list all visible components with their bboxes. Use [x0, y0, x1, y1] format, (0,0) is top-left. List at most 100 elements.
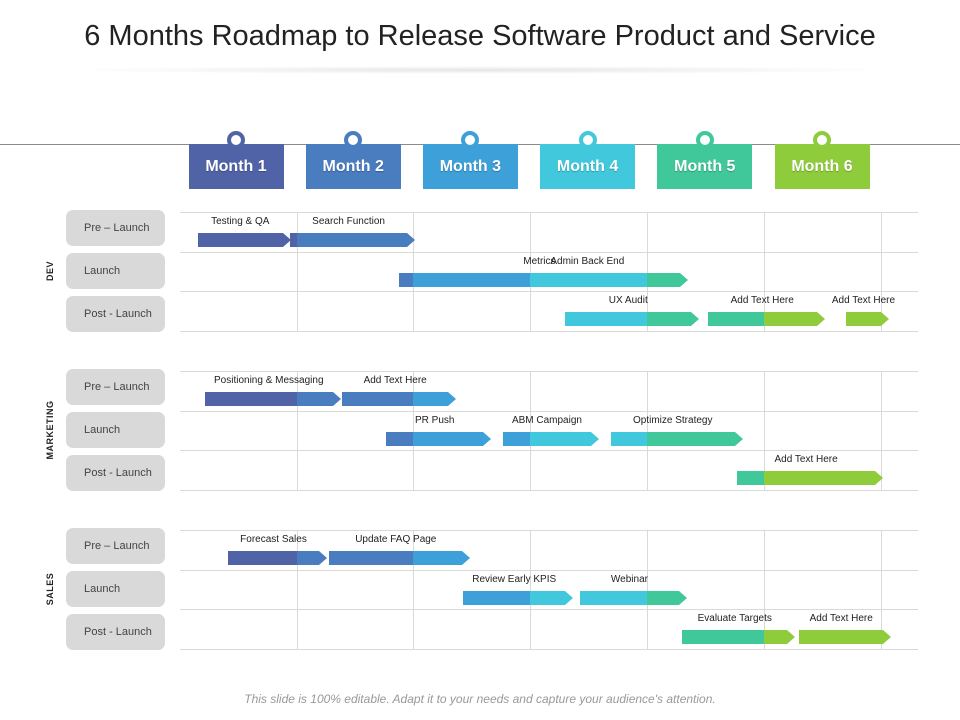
grid-column-line — [297, 530, 298, 649]
task-bar — [342, 392, 457, 406]
task-bar-segment — [412, 551, 463, 565]
timeline-node-icon — [813, 131, 831, 149]
task-bar — [227, 551, 328, 565]
timeline-node-icon — [695, 131, 714, 149]
timeline-node-icon — [227, 131, 245, 149]
task-arrow-tip — [590, 431, 599, 446]
task-label: Admin Back End — [550, 255, 625, 267]
month-header-2: Month 2 — [305, 144, 401, 189]
task-bar-segment — [296, 233, 408, 247]
task-bar-segment — [646, 312, 692, 326]
month-label: Month 4 — [556, 157, 619, 175]
row-label-dev-1: Launch — [66, 252, 165, 289]
task-bar — [329, 551, 471, 565]
row-label-sales-1: Launch — [66, 570, 165, 607]
task-label: Add Text Here — [831, 295, 896, 306]
task-bar-segment — [204, 392, 297, 406]
task-bar-segment — [880, 630, 884, 644]
grid-row-line — [180, 251, 918, 253]
task-bar — [399, 272, 688, 287]
task-bar — [289, 233, 416, 247]
grid-column-line — [881, 530, 882, 649]
grid-row-line — [180, 609, 918, 610]
grid-column-line — [413, 212, 414, 331]
task-bar — [204, 392, 341, 406]
month-header-6: Month 6 — [774, 144, 870, 189]
task-label: Webinar — [610, 573, 648, 585]
grid-row-line — [180, 530, 918, 531]
task-bar-segment — [799, 630, 881, 644]
task-bar — [610, 431, 743, 446]
row-label-marketing-0: Pre – Launch — [66, 369, 165, 405]
task-bar-segment — [646, 272, 680, 287]
task-label: Add Text Here — [774, 454, 838, 465]
task-bar — [503, 431, 599, 446]
task-label: Search Function — [312, 216, 385, 227]
task-bar-segment — [682, 630, 764, 644]
task-bar — [386, 431, 492, 446]
grid-column-line — [413, 371, 414, 490]
task-label: Evaluate Targets — [697, 613, 772, 624]
task-bar-segment — [227, 551, 297, 565]
task-bar — [580, 590, 687, 605]
title-underline-shadow — [60, 66, 900, 74]
month-header-3: Month 3 — [422, 144, 518, 189]
month-header-1: Month 1 — [188, 144, 284, 189]
task-bar-segment — [763, 471, 876, 485]
month-header-4: Month 4 — [540, 144, 636, 189]
task-label: Optimize Strategy — [632, 414, 713, 426]
grid-row-line — [180, 450, 918, 451]
row-label-sales-0: Pre – Launch — [66, 528, 165, 564]
task-arrow-tip — [679, 272, 688, 287]
task-bar — [845, 312, 889, 326]
task-bar-segment — [845, 312, 881, 326]
task-bar — [463, 590, 574, 605]
task-bar — [565, 312, 700, 326]
task-label: Update FAQ Page — [355, 534, 437, 545]
grid-row-line — [180, 410, 918, 412]
row-label-marketing-2: Post - Launch — [66, 454, 165, 491]
task-bar-segment — [289, 233, 297, 247]
task-arrow-tip — [282, 233, 291, 247]
month-label: Month 6 — [791, 157, 853, 175]
task-label: ABM Campaign — [511, 414, 582, 426]
task-arrow-tip — [407, 233, 416, 247]
task-label: Positioning & Messaging — [213, 375, 324, 386]
task-label: Testing & QA — [211, 216, 270, 227]
task-arrow-tip — [816, 312, 825, 326]
task-bar-segment — [529, 431, 591, 446]
grid-row-line — [180, 648, 918, 650]
grid-row-line — [180, 212, 918, 213]
task-bar-segment — [646, 590, 679, 605]
task-label: Forecast Sales — [240, 534, 307, 545]
task-bar-segment — [296, 551, 320, 565]
grid-row-line — [180, 489, 918, 491]
task-bar-segment — [529, 590, 566, 605]
timeline-node-icon — [578, 131, 597, 149]
grid-column-line — [764, 371, 765, 490]
grid-column-line — [647, 212, 648, 331]
row-label-sales-2: Post - Launch — [66, 613, 165, 650]
timeline-node-icon — [344, 131, 363, 149]
month-label: Month 3 — [439, 157, 502, 175]
grid-column-line — [530, 371, 531, 490]
task-label: Review Early KPIS — [472, 573, 557, 585]
row-label-dev-2: Post - Launch — [66, 295, 165, 332]
task-arrow-tip — [483, 431, 492, 446]
task-bar-segment — [763, 312, 817, 326]
task-arrow-tip — [462, 551, 471, 565]
month-label: Month 1 — [205, 157, 267, 175]
task-bar-segment — [296, 392, 333, 406]
task-label: Add Text Here — [809, 613, 873, 624]
task-bar-segment — [580, 590, 647, 605]
task-bar-segment — [763, 630, 788, 644]
task-label: Add Text Here — [730, 295, 794, 306]
task-arrow-tip — [332, 392, 341, 406]
grid-column-line — [881, 212, 882, 331]
task-bar — [197, 233, 291, 247]
task-bar-segment — [610, 431, 647, 446]
task-arrow-tip — [565, 590, 574, 605]
task-bar — [707, 312, 825, 326]
task-bar-segment — [399, 272, 413, 287]
task-arrow-tip — [678, 590, 687, 605]
